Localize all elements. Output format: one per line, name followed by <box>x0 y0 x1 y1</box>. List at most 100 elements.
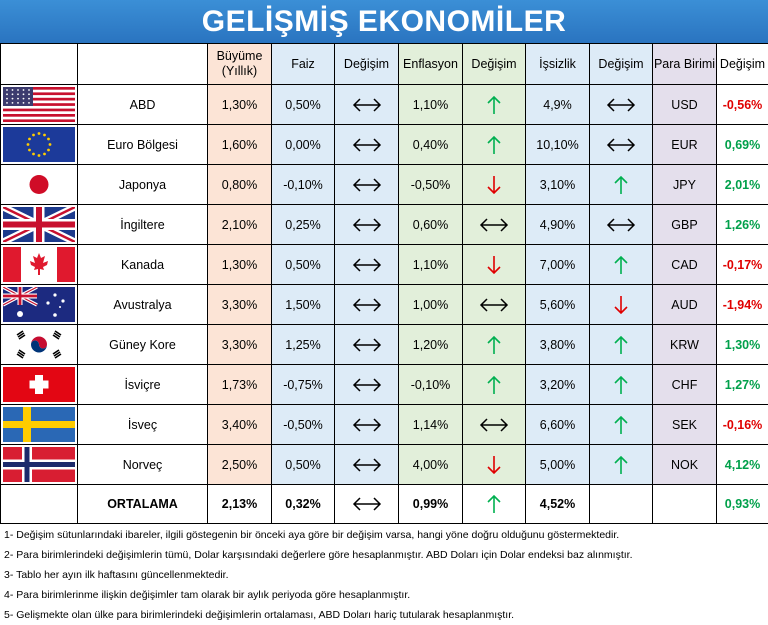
economies-table: Büyüme (Yıllık) Faiz Değişim Enflasyon D… <box>0 43 768 524</box>
unemployment-change-cell <box>590 285 653 325</box>
inflation-cell: -0,50% <box>399 165 463 205</box>
arrow-down-icon <box>487 255 501 275</box>
rate-cell: 1,25% <box>272 325 335 365</box>
currency-cell: GBP <box>653 205 717 245</box>
rate-change-cell <box>335 85 399 125</box>
header-country <box>78 44 208 85</box>
inflation-cell: 0,60% <box>399 205 463 245</box>
rate-cell: -0,50% <box>272 405 335 445</box>
no-flag <box>3 447 75 482</box>
arrow-left-right-icon <box>479 418 509 432</box>
currency-cell: CHF <box>653 365 717 405</box>
inflation-change-cell <box>463 125 526 165</box>
currency-cell: USD <box>653 85 717 125</box>
average-currency <box>653 485 717 524</box>
inflation-cell: 1,20% <box>399 325 463 365</box>
unemployment-cell: 4,9% <box>526 85 590 125</box>
footnotes: 1- Değişim sütunlarındaki ibareler, ilgi… <box>4 525 766 625</box>
country-cell: İngiltere <box>78 205 208 245</box>
inflation-change-cell <box>463 405 526 445</box>
fx-change-cell: 0,69% <box>717 125 768 165</box>
growth-cell: 1,30% <box>208 245 272 285</box>
ch-flag <box>3 367 75 402</box>
inflation-cell: 1,14% <box>399 405 463 445</box>
growth-cell: 2,50% <box>208 445 272 485</box>
unemployment-change-cell <box>590 245 653 285</box>
currency-cell: NOK <box>653 445 717 485</box>
currency-cell: AUD <box>653 285 717 325</box>
header-flag <box>1 44 78 85</box>
flag-cell <box>1 365 78 405</box>
country-cell: Güney Kore <box>78 325 208 365</box>
currency-cell: KRW <box>653 325 717 365</box>
inflation-change-cell <box>463 365 526 405</box>
unemployment-change-cell <box>590 405 653 445</box>
average-rate-change <box>335 485 399 524</box>
arrow-left-right-icon <box>606 138 636 152</box>
currency-cell: EUR <box>653 125 717 165</box>
arrow-left-right-icon <box>352 378 382 392</box>
rate-cell: -0,75% <box>272 365 335 405</box>
unemployment-cell: 3,10% <box>526 165 590 205</box>
se-flag <box>3 407 75 442</box>
average-fx-change: 0,93% <box>717 485 768 524</box>
average-rate: 0,32% <box>272 485 335 524</box>
arrow-left-right-icon <box>606 218 636 232</box>
inflation-cell: 1,10% <box>399 85 463 125</box>
unemployment-change-cell <box>590 445 653 485</box>
header-currency: Para Birimi <box>653 44 717 85</box>
fx-change-cell: -1,94% <box>717 285 768 325</box>
flag-cell <box>1 125 78 165</box>
header-unemployment: İşsizlik <box>526 44 590 85</box>
arrow-left-right-icon <box>352 178 382 192</box>
arrow-left-right-icon <box>352 298 382 312</box>
header-fx-change: Değişim <box>717 44 768 85</box>
arrow-down-icon <box>487 455 501 475</box>
uk-flag <box>3 207 75 242</box>
growth-cell: 3,30% <box>208 285 272 325</box>
inflation-cell: 4,00% <box>399 445 463 485</box>
flag-cell <box>1 245 78 285</box>
flag-cell <box>1 405 78 445</box>
average-growth: 2,13% <box>208 485 272 524</box>
country-cell: Japonya <box>78 165 208 205</box>
inflation-cell: 1,10% <box>399 245 463 285</box>
arrow-up-icon <box>614 375 628 395</box>
inflation-cell: 1,00% <box>399 285 463 325</box>
rate-change-cell <box>335 205 399 245</box>
fx-change-cell: 2,01% <box>717 165 768 205</box>
inflation-change-cell <box>463 165 526 205</box>
growth-cell: 1,30% <box>208 85 272 125</box>
inflation-cell: -0,10% <box>399 365 463 405</box>
currency-cell: CAD <box>653 245 717 285</box>
header-unemployment-change: Değişim <box>590 44 653 85</box>
inflation-change-cell <box>463 325 526 365</box>
unemployment-cell: 4,90% <box>526 205 590 245</box>
growth-cell: 1,60% <box>208 125 272 165</box>
unemployment-change-cell <box>590 205 653 245</box>
arrow-left-right-icon <box>352 98 382 112</box>
footnote: 3- Tablo her ayın ilk haftasını güncelle… <box>4 565 766 585</box>
unemployment-change-cell <box>590 365 653 405</box>
arrow-left-right-icon <box>352 138 382 152</box>
rate-change-cell <box>335 285 399 325</box>
header-growth: Büyüme (Yıllık) <box>208 44 272 85</box>
growth-cell: 3,30% <box>208 325 272 365</box>
arrow-left-right-icon <box>352 258 382 272</box>
country-cell: İsviçre <box>78 365 208 405</box>
unemployment-change-cell <box>590 85 653 125</box>
flag-cell <box>1 325 78 365</box>
currency-cell: SEK <box>653 405 717 445</box>
inflation-change-cell <box>463 445 526 485</box>
unemployment-change-cell <box>590 125 653 165</box>
unemployment-cell: 6,60% <box>526 405 590 445</box>
jp-flag <box>3 167 75 202</box>
footnote: 4- Para birimlerinme ilişkin değişimler … <box>4 585 766 605</box>
arrow-up-icon <box>487 335 501 355</box>
